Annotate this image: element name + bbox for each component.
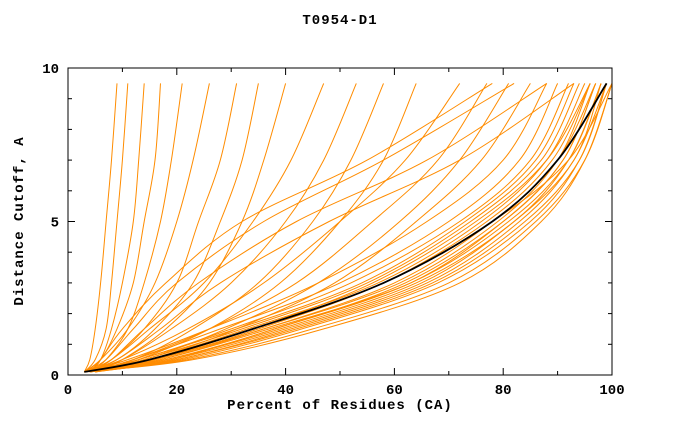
- x-tick-label: 60: [386, 383, 403, 399]
- model-curve-22: [84, 83, 548, 373]
- x-tick-label: 0: [64, 383, 72, 399]
- model-curve-37: [89, 83, 608, 373]
- model-curve-1: [83, 83, 118, 373]
- model-curve-42: [89, 83, 613, 373]
- model-curve-28: [95, 83, 597, 373]
- model-curve-26: [89, 83, 586, 373]
- model-curve-39: [89, 83, 608, 373]
- model-curve-25: [95, 83, 580, 373]
- x-tick-label: 20: [168, 383, 185, 399]
- model-curve-41: [84, 83, 613, 373]
- model-curve-23: [89, 83, 559, 373]
- x-tick-label: 80: [495, 383, 512, 399]
- y-tick-label: 0: [51, 369, 59, 385]
- x-tick-label: 100: [599, 383, 624, 399]
- model-curve-18: [84, 83, 461, 373]
- model-curve-14: [84, 82, 515, 373]
- model-curve-40: [95, 83, 597, 373]
- model-curve-2: [83, 83, 129, 373]
- model-curve-31: [95, 83, 575, 373]
- chart-title: T0954-D1: [302, 13, 378, 29]
- model-curve-9: [94, 83, 287, 373]
- model-curve-32: [89, 83, 591, 373]
- reference-curve: [84, 82, 608, 373]
- model-curve-6: [84, 83, 210, 373]
- y-tick-label: 5: [51, 216, 59, 232]
- model-curve-38: [84, 83, 613, 373]
- model-curve-5: [89, 83, 183, 373]
- x-tick-label: 40: [277, 383, 294, 399]
- model-curve-17: [89, 82, 493, 373]
- y-tick-label: 10: [42, 62, 59, 78]
- model-curve-16: [84, 82, 575, 373]
- model-curve-15: [89, 82, 547, 373]
- x-axis-label: Percent of Residues (CA): [227, 398, 453, 414]
